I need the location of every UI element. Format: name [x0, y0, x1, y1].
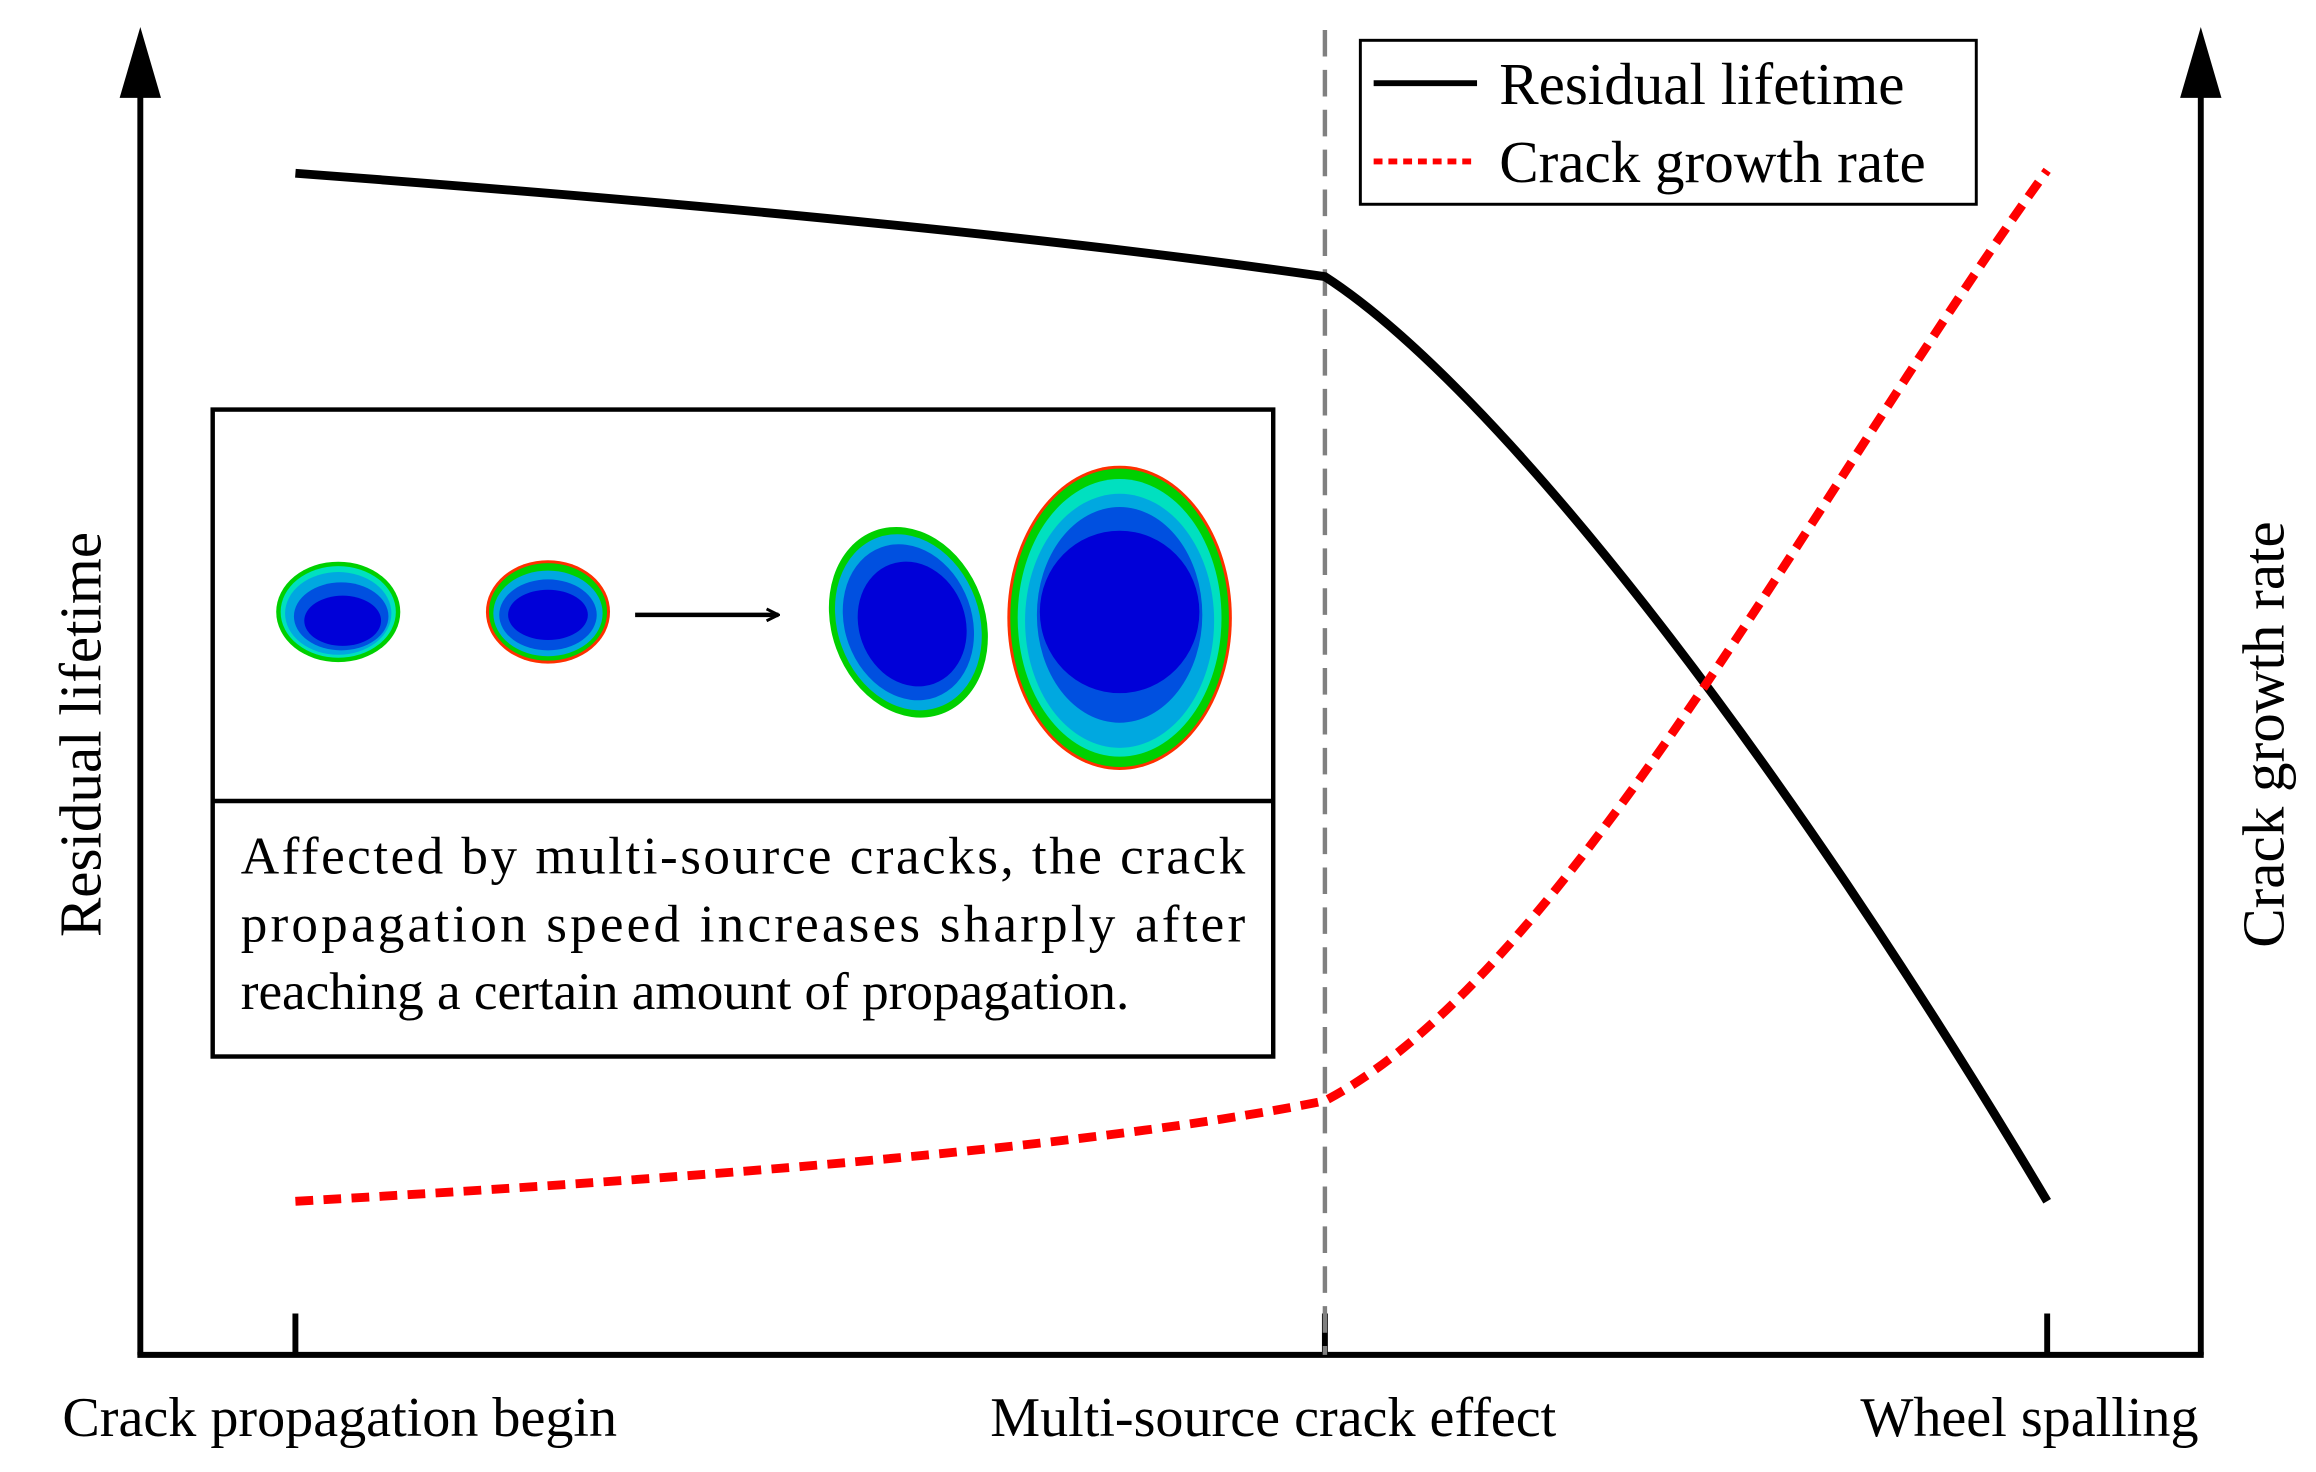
residual-lifetime-curve [295, 168, 2051, 1204]
x-tick-label-spalling: Wheel spalling [1860, 1387, 2198, 1449]
legend: Residual lifetime Crack growth rate [1358, 38, 1978, 206]
legend-label-crack-rate: Crack growth rate [1499, 129, 1926, 195]
right-axis-label: Crack growth rate [2231, 521, 2297, 948]
x-tick-label-multi-source: Multi-source crack effect [990, 1387, 1556, 1449]
crack-contour-merged-2 [1007, 465, 1232, 770]
inset-caption-line-1: Affected by multi-source cracks, the cra… [241, 826, 1246, 885]
x-tick-label-begin: Crack propagation begin [62, 1387, 617, 1449]
inset-caption-line-3: reaching a certain amount of propagation… [241, 962, 1130, 1021]
legend-label-residual: Residual lifetime [1499, 51, 1904, 117]
crack-contour-merged-1 [828, 526, 988, 718]
left-axis-arrow-icon [119, 27, 161, 98]
right-axis-arrow-icon [2180, 27, 2222, 98]
crack-contour-small-1 [276, 561, 401, 663]
crack-contour-small-2 [485, 560, 611, 664]
inset-caption-line-2: propagation speed increases sharply afte… [241, 894, 1246, 953]
inset-panel: Affected by multi-source cracks, the cra… [210, 407, 1276, 1059]
left-axis-label: Residual lifetime [47, 532, 113, 937]
